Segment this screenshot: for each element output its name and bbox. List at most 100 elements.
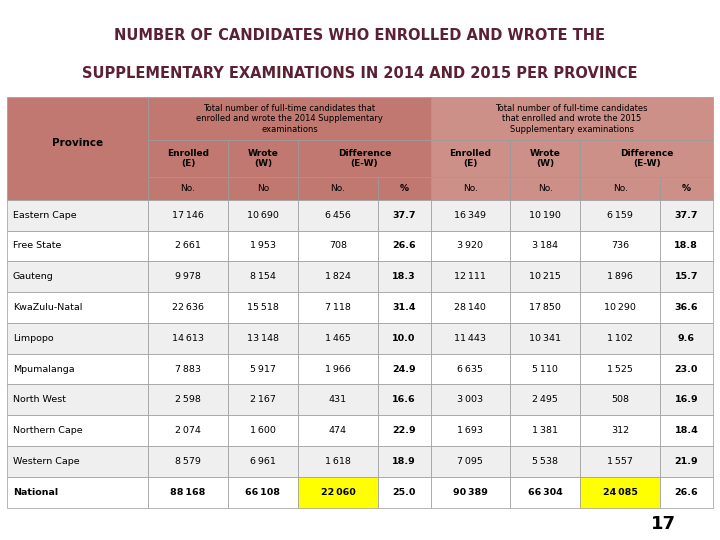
Bar [660,231,713,261]
Bar [431,323,510,354]
Text: 26.6: 26.6 [675,488,698,497]
Text: No.: No. [538,184,553,193]
Bar [377,200,431,231]
Text: 17: 17 [651,515,676,533]
Text: 90 389: 90 389 [453,488,487,497]
Bar [148,261,228,292]
Bar [228,292,298,323]
Text: 10.0: 10.0 [392,334,415,343]
Text: 5 110: 5 110 [532,364,558,374]
Bar [148,477,228,508]
Bar [510,446,580,477]
Bar [580,477,660,508]
Text: No.: No. [613,184,628,193]
Bar [431,354,510,384]
Bar [7,354,148,384]
Bar [660,415,713,446]
Text: Northern Cape: Northern Cape [13,426,83,435]
Bar [431,177,510,200]
Bar [7,384,148,415]
Text: 11 443: 11 443 [454,334,486,343]
Bar [7,200,148,231]
Text: %: % [682,184,690,193]
Bar [660,261,713,292]
Text: 312: 312 [611,426,629,435]
Text: 1 525: 1 525 [607,364,633,374]
Bar [298,384,377,415]
Bar [510,384,580,415]
Text: Enrolled
(E): Enrolled (E) [167,149,209,168]
Bar [148,384,228,415]
Text: 3 003: 3 003 [457,395,483,404]
Bar [431,384,510,415]
Bar [148,177,228,200]
Text: 1 618: 1 618 [325,457,351,466]
Text: 16 349: 16 349 [454,211,486,220]
Text: 1 966: 1 966 [325,364,351,374]
Text: 6 159: 6 159 [607,211,633,220]
Bar [580,446,660,477]
Bar [298,231,377,261]
Bar [228,323,298,354]
Text: 5 538: 5 538 [532,457,558,466]
Bar [580,231,660,261]
Bar [377,384,431,415]
Bar [431,446,510,477]
Text: 3 920: 3 920 [457,241,483,251]
Bar [580,354,660,384]
Text: 1 896: 1 896 [607,272,633,281]
Text: 508: 508 [611,395,629,404]
Text: 736: 736 [611,241,629,251]
Text: 10 215: 10 215 [529,272,561,281]
Bar [660,384,713,415]
Text: Difference
(E-W): Difference (E-W) [620,149,673,168]
Text: 66 108: 66 108 [246,488,281,497]
Bar [580,200,660,231]
Text: 88 168: 88 168 [171,488,206,497]
Text: KwaZulu-Natal: KwaZulu-Natal [13,303,82,312]
Text: 17 146: 17 146 [172,211,204,220]
Bar [148,97,431,140]
Text: 1 824: 1 824 [325,272,351,281]
Text: 14 613: 14 613 [172,334,204,343]
Bar [148,140,228,177]
Bar [580,140,713,177]
Bar [431,231,510,261]
Bar [298,446,377,477]
Bar [148,231,228,261]
Bar [431,140,510,177]
Bar [7,415,148,446]
Bar [228,415,298,446]
Bar [431,477,510,508]
Text: 24 085: 24 085 [603,488,638,497]
Text: 18.8: 18.8 [675,241,698,251]
Bar [298,323,377,354]
Text: 7 095: 7 095 [457,457,483,466]
Text: No.: No. [463,184,478,193]
Text: 10 341: 10 341 [529,334,561,343]
Text: 474: 474 [329,426,347,435]
Bar [298,415,377,446]
Text: 1 557: 1 557 [607,457,633,466]
Text: 16.9: 16.9 [675,395,698,404]
Bar [7,231,148,261]
Text: Total number of full-time candidates that
enrolled and wrote the 2014 Supplement: Total number of full-time candidates tha… [196,104,383,133]
Bar [431,292,510,323]
Bar [7,261,148,292]
Bar [580,415,660,446]
Text: Western Cape: Western Cape [13,457,79,466]
Text: 25.0: 25.0 [392,488,415,497]
Bar [7,477,148,508]
Text: 6 961: 6 961 [250,457,276,466]
Text: 708: 708 [329,241,347,251]
Text: 16.6: 16.6 [392,395,416,404]
Bar [228,384,298,415]
Text: Total number of full-time candidates
that enrolled and wrote the 2015
Supplement: Total number of full-time candidates tha… [495,104,648,133]
Text: 10 290: 10 290 [604,303,636,312]
Text: 18.3: 18.3 [392,272,416,281]
Text: 1 381: 1 381 [532,426,558,435]
Text: 6 456: 6 456 [325,211,351,220]
Bar [431,415,510,446]
Text: 12 111: 12 111 [454,272,486,281]
Bar [660,446,713,477]
